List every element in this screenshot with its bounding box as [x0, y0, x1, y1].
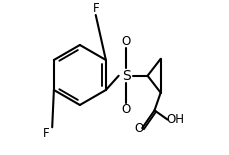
Text: O: O [121, 35, 131, 48]
Text: O: O [134, 122, 144, 135]
Text: OH: OH [166, 113, 184, 126]
Text: O: O [121, 103, 131, 116]
Text: F: F [43, 127, 49, 140]
Text: F: F [93, 2, 99, 15]
Text: S: S [122, 69, 130, 83]
